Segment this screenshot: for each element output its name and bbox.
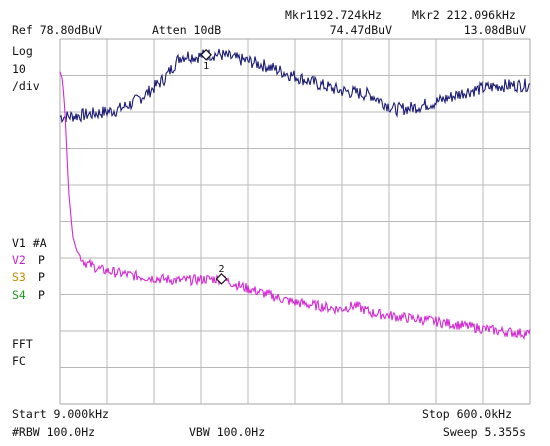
marker2-frequency-readout: Mkr2 212.096kHz [412, 8, 516, 22]
marker-2-number: 2 [218, 264, 224, 275]
scale-per-div-unit: /div [12, 79, 40, 93]
marker1-amplitude-readout: 74.47dBuV [329, 23, 392, 37]
markers-layer: 12 [200, 48, 228, 285]
log-scale-label: Log [12, 44, 33, 58]
trace-v2-mode: P [38, 253, 45, 267]
marker-1-number: 1 [203, 61, 209, 72]
trace-v2-label: V2 [12, 253, 26, 267]
trace-2-line [59, 71, 531, 341]
traces-layer [59, 48, 531, 341]
marker1-frequency-readout: Mkr1192.724kHz [285, 8, 382, 22]
vbw-readout: VBW 100.0Hz [189, 425, 266, 439]
trace-1-line [59, 48, 531, 124]
fft-mode-label: FFT [12, 337, 33, 351]
marker-2-diamond [215, 273, 228, 285]
rbw-readout: #RBW 100.0Hz [12, 425, 96, 439]
trace-s4-label: S4 [12, 288, 26, 302]
ref-level-readout: Ref 78.80dBuV [12, 23, 103, 37]
marker2-amplitude-readout: 13.08dBuV [463, 23, 526, 37]
trace-s4-mode: P [38, 288, 45, 302]
attenuation-readout: Atten 10dB [152, 23, 222, 37]
marker-1-diamond [200, 48, 212, 61]
fc-coupling-label: FC [12, 354, 26, 368]
trace-v1-label: V1 #A [12, 236, 47, 250]
sweep-time-readout: Sweep 5.355s [442, 425, 526, 439]
scale-per-div-value: 10 [12, 62, 26, 76]
trace-s3-mode: P [38, 270, 45, 284]
graticule [59, 38, 531, 405]
start-frequency-readout: Start 9.000kHz [12, 407, 109, 421]
trace-s3-label: S3 [12, 270, 26, 284]
stop-frequency-readout: Stop 600.0kHz [421, 407, 512, 421]
